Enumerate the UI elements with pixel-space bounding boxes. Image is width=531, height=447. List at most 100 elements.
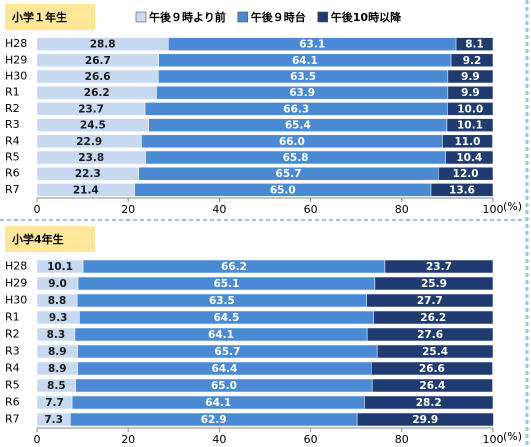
value-label: 23.7 [426,261,452,273]
value-label: 26.2 [420,312,446,324]
legend-label: 午後９時より前 [149,10,226,24]
category-label: R7 [5,413,20,426]
value-label: 63.1 [299,39,325,51]
bar-segment [366,327,494,342]
legend-label: 午後10時以降 [331,10,402,24]
legend-swatch [135,11,147,23]
value-label: 23.8 [78,152,104,164]
x-unit: (%) [503,200,522,213]
category-label: H29 [5,277,27,290]
value-label: 26.2 [84,87,110,99]
x-tick-label: 60 [304,433,318,446]
bar-segment [364,395,494,410]
value-label: 8.9 [48,346,67,358]
value-label: 28.2 [416,397,442,409]
x-tick-label: 0 [34,203,41,216]
category-label: R4 [5,134,20,147]
bar-segment [366,293,494,308]
value-label: 10.1 [47,261,73,273]
value-label: 8.9 [48,363,67,375]
value-label: 22.9 [76,136,102,148]
bar-segment [442,134,493,149]
bar-segment [371,378,493,393]
value-label: 66.3 [283,103,309,115]
value-label: 10.1 [457,120,483,132]
bar-segment [455,37,494,51]
title-box [5,226,95,252]
bar-segment [447,102,494,116]
value-label: 65.7 [276,168,302,180]
value-label: 26.4 [419,380,445,392]
category-label: R1 [5,86,20,99]
value-label: 12.0 [453,168,479,180]
bar-segment [384,259,494,274]
value-label: 27.7 [417,295,443,307]
value-label: 8.3 [47,329,66,341]
value-label: 64.4 [211,363,237,375]
category-label: R2 [5,102,20,115]
bar-segment [356,412,494,427]
bar-segment [430,183,494,197]
value-label: 65.1 [214,278,240,290]
category-label: R2 [5,328,20,341]
value-label: 9.0 [48,278,67,290]
x-tick-label: 40 [212,203,226,216]
category-label: H30 [5,294,27,307]
bar-segment [446,118,494,132]
legend-swatch [317,11,329,23]
value-label: 7.7 [45,397,64,409]
bar-segment [373,310,494,325]
value-label: 10.0 [457,103,483,115]
value-label: 29.9 [412,414,438,426]
category-label: R3 [5,118,20,131]
x-unit: (%) [503,430,522,443]
value-label: 9.2 [463,55,482,67]
bar-segment [370,361,493,376]
value-label: 64.1 [205,397,231,409]
value-label: 26.6 [85,71,111,83]
value-label: 9.9 [461,87,480,99]
bar-segment [450,53,494,68]
value-label: 24.5 [80,120,106,132]
category-label: H28 [5,260,27,273]
category-label: R1 [5,311,20,324]
bar-segment [374,276,494,291]
title-box [5,4,95,30]
x-tick-label: 100 [483,203,504,216]
value-label: 64.5 [214,312,240,324]
value-label: 8.5 [47,380,66,392]
value-label: 63.5 [209,295,235,307]
value-label: 63.5 [290,71,316,83]
value-label: 9.3 [49,312,68,324]
category-label: R3 [5,345,20,358]
value-label: 23.7 [78,103,104,115]
category-label: R5 [5,151,20,164]
value-label: 65.0 [211,380,237,392]
value-label: 11.0 [455,136,481,148]
value-label: 25.4 [422,346,448,358]
x-tick-label: 20 [121,433,135,446]
bar-segment [445,150,494,165]
x-tick-label: 80 [395,433,409,446]
category-label: R6 [5,396,20,409]
bar-segment [438,166,494,181]
value-label: 10.4 [456,152,482,164]
bar-segment [376,344,494,359]
x-tick-label: 60 [304,203,318,216]
value-label: 26.6 [419,363,445,375]
value-label: 65.8 [283,152,309,164]
legend-swatch [237,11,249,23]
x-tick-label: 20 [121,203,135,216]
value-label: 63.9 [289,87,315,99]
x-tick-label: 80 [395,203,409,216]
bar-segment [447,69,494,84]
x-tick-label: 100 [483,433,504,446]
value-label: 65.0 [270,184,296,196]
value-label: 26.7 [85,55,111,67]
value-label: 25.9 [421,278,447,290]
category-label: H29 [5,53,27,66]
value-label: 8.1 [465,39,484,51]
chart-title: 小学4年生 [11,232,64,246]
value-label: 62.9 [201,414,227,426]
